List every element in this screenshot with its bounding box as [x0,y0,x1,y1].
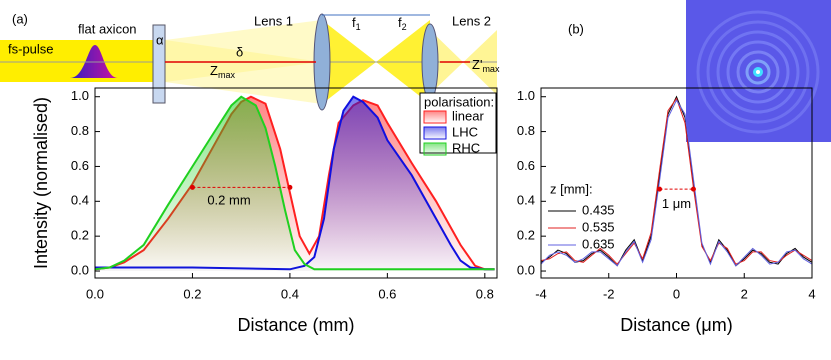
axicon [152,24,166,104]
area [95,96,495,272]
label: f2 [398,15,407,32]
y-tick-label: 0.2 [517,228,535,243]
panel-label: (a) [12,11,28,26]
label: f [398,15,402,30]
annotation: 1 μm [662,196,691,211]
label: α [156,32,164,47]
y-tick-label: 0.2 [71,228,89,243]
legend-title: z [mm]: [550,181,593,196]
label: max [218,70,236,80]
inset-image [686,0,831,142]
label: f [352,15,356,30]
label: fs-pulse [8,41,54,56]
label: Lens 2 [452,13,491,28]
annotation-dot [657,186,663,192]
legend-swatch [423,110,447,124]
y-tick-label: 0.4 [517,193,535,208]
legend-title: polarisation: [424,94,494,109]
legend-label: LHC [452,124,478,139]
y-tick-label: 0.6 [71,158,89,173]
label: 1 [356,22,361,32]
x-tick-label: -4 [535,286,547,301]
x-axis-label: Distance (μm) [620,315,732,335]
x-tick-label: 0.6 [378,286,396,301]
panel-label: (b) [568,21,584,36]
label: f1 [352,15,361,32]
line [540,95,813,267]
y-tick-label: 1.0 [71,88,89,103]
y-tick-label: 0.4 [71,193,89,208]
y-tick-label: 0.6 [517,158,535,173]
label: Zmax [210,63,235,80]
setup-diagram: flat axicon fs-pulse α δ Zmax Lens 1 f1 … [0,13,500,111]
x-tick-label: 0.8 [476,286,494,301]
lens [421,23,439,101]
x-axis-label: Distance (mm) [237,315,354,335]
annotation-dot [189,184,195,190]
legend-swatch [423,126,447,140]
label: Lens 1 [254,13,293,28]
y-tick-label: 0.0 [517,262,535,277]
legend-label: 0.635 [582,236,615,251]
lens [313,13,331,111]
x-tick-label: 0.0 [86,286,104,301]
legend-label: 0.535 [582,219,615,234]
line [94,95,495,271]
legend-label: linear [452,108,484,123]
label: Z' [472,57,482,72]
label: flat axicon [78,21,137,36]
area [95,96,495,272]
line [540,97,813,265]
y-tick-label: 0.8 [71,123,89,138]
y-tick-label: 0.8 [517,123,535,138]
x-tick-label: 4 [808,286,815,301]
annotation: 0.2 mm [207,193,250,208]
legend-label: 0.435 [582,202,615,217]
label: Z [210,63,218,78]
y-tick-label: 1.0 [517,88,535,103]
x-tick-label: -2 [603,286,615,301]
legend-label: RHC [452,140,480,155]
line [540,99,813,267]
annotation-dot [287,184,293,190]
label: max [482,64,500,74]
x-tick-label: 0 [673,286,680,301]
label: Z'max [472,57,500,74]
label: 2 [402,22,407,32]
x-tick-label: 0.2 [183,286,201,301]
y-tick-label: 0.0 [71,262,89,277]
annotation-dot [690,186,696,192]
label: δ [236,44,243,59]
y-axis-label: Intensity (normalised) [31,97,51,269]
x-tick-label: 2 [741,286,748,301]
x-tick-label: 0.4 [281,286,299,301]
plot-frame [94,87,498,279]
legend-swatch [423,142,447,156]
